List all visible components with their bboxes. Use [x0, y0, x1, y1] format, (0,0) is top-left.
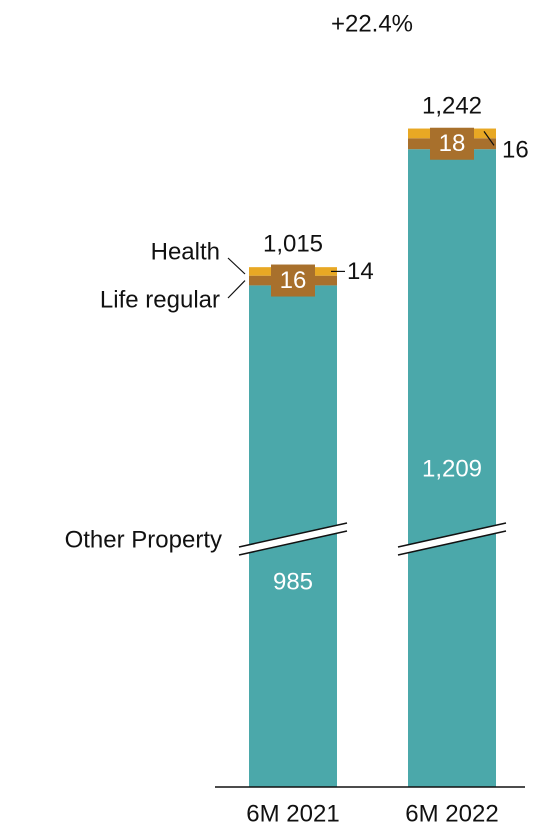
- total-label: 1,242: [422, 92, 482, 119]
- value-label-box: [430, 127, 474, 160]
- leader-line: [483, 131, 495, 146]
- value-label: 14: [347, 258, 374, 285]
- series-label: Life regular: [100, 286, 220, 313]
- axis-break-line: [397, 522, 507, 548]
- value-label-box: [271, 264, 315, 297]
- axis-break: [398, 523, 506, 555]
- axis-break-line: [238, 522, 348, 548]
- series-label: Other Property: [65, 526, 222, 553]
- value-label: 16: [280, 267, 307, 294]
- value-label: 16: [502, 137, 529, 164]
- value-label: 18: [439, 130, 466, 157]
- value-label: 1,209: [422, 455, 482, 482]
- axis-break-line: [397, 530, 507, 556]
- axis-break-line: [238, 530, 348, 556]
- total-label: 1,015: [263, 231, 323, 258]
- x-tick-label: 6M 2021: [246, 800, 339, 827]
- value-label: 985: [273, 568, 313, 595]
- growth-annotation: +22.4%: [331, 10, 413, 37]
- bar-segment: [408, 149, 496, 787]
- leader-line: [227, 280, 246, 299]
- x-tick-label: 6M 2022: [405, 800, 498, 827]
- series-label: Health: [151, 238, 220, 265]
- axis-break: [239, 523, 347, 555]
- leader-line: [227, 257, 246, 275]
